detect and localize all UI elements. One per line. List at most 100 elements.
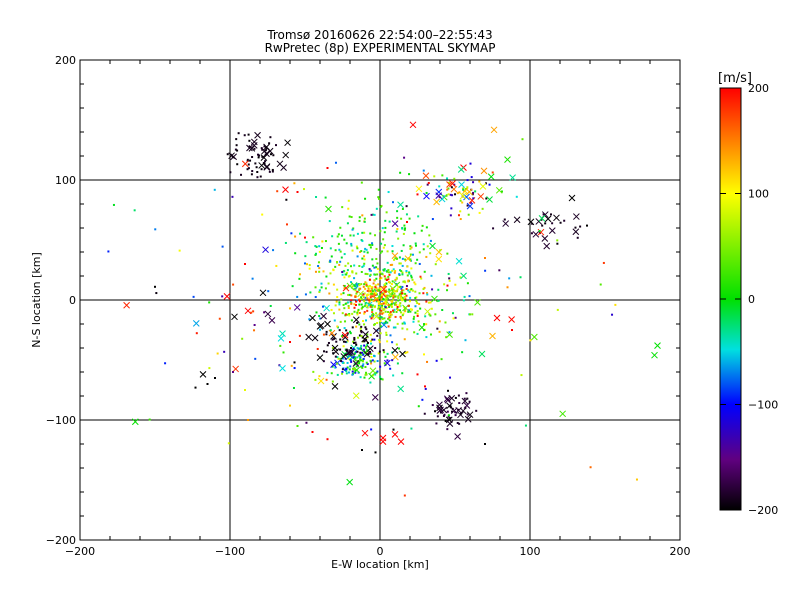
data-point-dot bbox=[451, 410, 454, 413]
data-point-dot bbox=[314, 296, 317, 299]
data-point-dot bbox=[401, 322, 404, 325]
data-point-dot bbox=[384, 286, 387, 289]
data-point-dot bbox=[410, 288, 413, 291]
data-point-dot bbox=[405, 271, 408, 274]
data-point-dot bbox=[383, 231, 386, 234]
data-point-dot bbox=[556, 242, 559, 245]
data-point-dot bbox=[376, 360, 379, 363]
data-point-cross bbox=[192, 320, 200, 327]
data-point-dot bbox=[396, 228, 399, 231]
data-point-dot bbox=[387, 325, 390, 328]
data-point-dot bbox=[350, 281, 353, 284]
data-point-cross bbox=[466, 411, 474, 419]
data-point-dot bbox=[321, 240, 324, 243]
data-point-dot bbox=[354, 359, 357, 362]
data-point-dot bbox=[254, 162, 257, 165]
data-point-cross bbox=[361, 429, 369, 437]
data-point-dot bbox=[438, 330, 441, 333]
data-point-dot bbox=[423, 412, 426, 415]
data-point-dot bbox=[405, 287, 408, 290]
data-point-dot bbox=[400, 270, 403, 273]
data-point-dot bbox=[337, 242, 340, 245]
data-point-dot bbox=[408, 300, 411, 303]
data-point-dot bbox=[303, 262, 306, 265]
data-point-dot bbox=[357, 336, 360, 339]
data-point-cross bbox=[446, 331, 453, 338]
data-point-dot bbox=[462, 188, 465, 191]
data-point-dot bbox=[352, 340, 355, 343]
data-point-dot bbox=[351, 270, 354, 273]
data-point-dot bbox=[330, 372, 333, 375]
data-point-dot bbox=[399, 269, 402, 272]
data-point-dot bbox=[296, 191, 299, 193]
data-point-dot bbox=[383, 351, 386, 354]
data-point-dot bbox=[367, 290, 370, 293]
data-point-cross bbox=[461, 397, 469, 405]
data-point-dot bbox=[365, 319, 368, 322]
x-axis: −200 −100 0 100 200 bbox=[65, 60, 691, 558]
data-point-dot bbox=[466, 282, 469, 285]
data-point-dot bbox=[261, 148, 264, 151]
data-point-dot bbox=[344, 302, 347, 305]
data-point-dot bbox=[341, 368, 344, 371]
data-point-cross bbox=[280, 164, 287, 172]
data-point-dot bbox=[319, 328, 322, 331]
data-point-dot bbox=[402, 289, 405, 292]
data-point-dot bbox=[380, 242, 383, 245]
data-point-cross bbox=[544, 215, 552, 223]
data-point-dot bbox=[409, 296, 412, 299]
data-point-dot bbox=[403, 338, 406, 341]
data-point-cross bbox=[532, 230, 540, 238]
data-point-dot bbox=[410, 308, 413, 311]
data-point-dot bbox=[383, 362, 386, 365]
data-point-dot bbox=[395, 301, 398, 304]
data-point-dot bbox=[214, 377, 216, 379]
data-point-dot bbox=[350, 216, 353, 219]
data-point-cross bbox=[480, 167, 488, 175]
data-point-dot bbox=[414, 311, 417, 314]
data-point-dot bbox=[363, 283, 366, 286]
data-point-dot bbox=[392, 298, 395, 301]
data-point-dot bbox=[363, 292, 366, 295]
data-point-dot bbox=[458, 422, 461, 425]
data-point-dot bbox=[346, 332, 349, 335]
data-point-dot bbox=[373, 323, 376, 326]
data-point-dot bbox=[393, 271, 396, 274]
data-point-dot bbox=[360, 331, 363, 334]
data-point-dot bbox=[369, 246, 372, 249]
data-point-dot bbox=[405, 205, 408, 208]
data-point-dot bbox=[392, 310, 395, 313]
data-point-cross bbox=[316, 323, 324, 330]
data-point-dot bbox=[392, 268, 395, 271]
data-point-dot bbox=[392, 428, 395, 431]
data-point-dot bbox=[374, 285, 377, 288]
data-point-dot bbox=[383, 275, 386, 278]
data-point-cross bbox=[231, 313, 238, 321]
data-point-dot bbox=[348, 274, 351, 277]
data-point-dot bbox=[416, 302, 419, 305]
data-point-dot bbox=[363, 305, 366, 308]
data-point-dot bbox=[354, 369, 357, 372]
data-point-dot bbox=[318, 289, 321, 292]
data-point-dot bbox=[340, 293, 343, 296]
data-point-dot bbox=[343, 276, 346, 279]
data-point-dot bbox=[348, 215, 351, 218]
data-point-dot bbox=[403, 295, 406, 298]
data-point-cross bbox=[495, 186, 503, 194]
data-point-dot bbox=[341, 357, 344, 360]
data-point-dot bbox=[329, 329, 332, 332]
data-point-dot bbox=[274, 144, 277, 147]
data-point-dot bbox=[296, 295, 299, 298]
data-point-dot bbox=[373, 213, 376, 216]
data-point-dot bbox=[369, 333, 372, 336]
data-point-dot bbox=[298, 334, 301, 337]
data-point-dot bbox=[329, 259, 332, 262]
data-point-dot bbox=[353, 356, 356, 359]
data-point-dot bbox=[346, 361, 349, 364]
data-point-dot bbox=[410, 267, 413, 270]
data-point-dot bbox=[441, 309, 444, 312]
data-point-dot bbox=[365, 304, 368, 307]
data-point-dot bbox=[378, 287, 381, 290]
data-point-dot bbox=[298, 277, 301, 280]
data-point-dot bbox=[336, 261, 339, 264]
